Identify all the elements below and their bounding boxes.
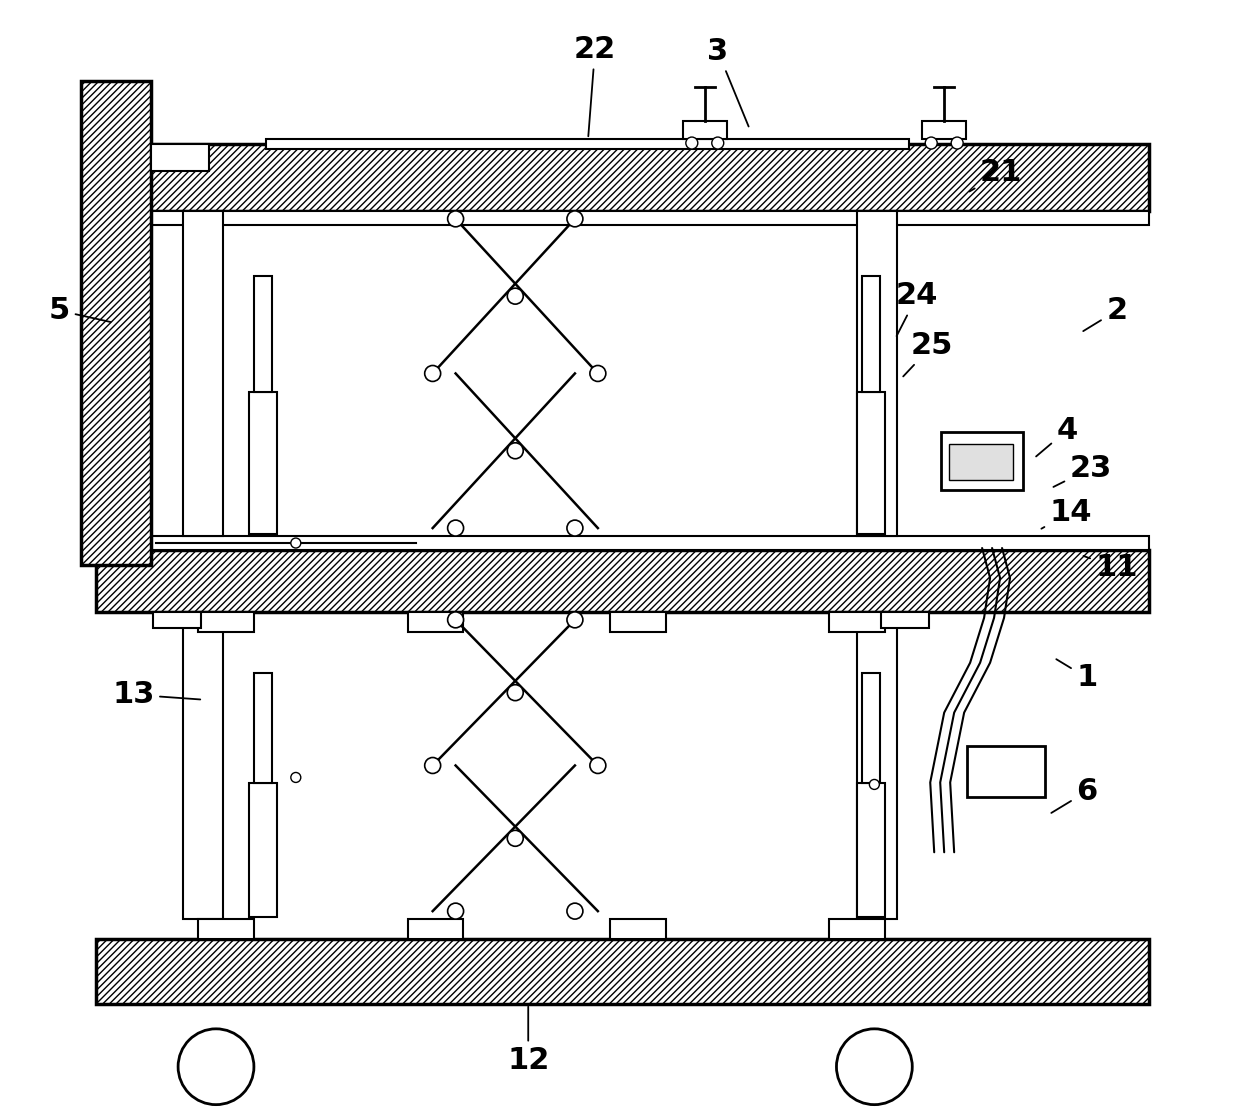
Bar [249,783,277,918]
Circle shape [686,137,698,149]
Bar [97,210,1148,225]
Bar [184,210,223,536]
Bar [923,121,966,139]
Circle shape [567,903,583,919]
Bar [82,82,151,565]
Bar [941,432,1023,490]
Bar [198,919,254,939]
Circle shape [567,520,583,536]
Bar [254,673,272,783]
Circle shape [507,685,523,700]
Circle shape [590,366,606,382]
Bar [683,121,727,139]
Bar [862,275,880,392]
Circle shape [424,366,440,382]
Text: 6: 6 [1052,777,1097,812]
Text: 5: 5 [48,297,110,326]
Bar [154,612,201,628]
Circle shape [567,210,583,227]
Text: 1: 1 [1056,659,1097,693]
Bar [862,673,880,783]
Text: 25: 25 [903,331,954,376]
Bar [408,919,464,939]
Circle shape [507,289,523,304]
Bar [882,612,929,628]
Bar [857,612,898,919]
Bar [97,551,1148,612]
Text: 2: 2 [1084,297,1127,331]
Text: 4: 4 [1037,416,1078,457]
Circle shape [712,137,724,149]
Bar [265,139,909,149]
Bar [97,536,1148,551]
Circle shape [179,1028,254,1104]
Circle shape [448,612,464,628]
Circle shape [291,538,301,548]
Circle shape [567,612,583,628]
Circle shape [507,830,523,846]
Text: 24: 24 [897,281,939,336]
Bar [830,612,885,632]
Bar [184,612,223,919]
Circle shape [291,772,301,782]
Bar [610,612,666,632]
Text: 14: 14 [1042,498,1092,528]
Bar [254,275,272,392]
Circle shape [448,210,464,227]
Text: 22: 22 [574,35,616,137]
Text: 12: 12 [507,1007,549,1075]
Bar [198,612,254,632]
Bar [408,612,464,632]
Circle shape [925,137,937,149]
Circle shape [448,903,464,919]
Bar [967,745,1045,798]
Bar [857,210,898,536]
Bar [97,939,1148,1004]
Circle shape [448,520,464,536]
Bar [830,919,885,939]
Circle shape [869,780,879,789]
Bar [949,444,1013,480]
Circle shape [507,443,523,459]
Circle shape [424,758,440,773]
Text: 23: 23 [1054,453,1112,487]
Bar [97,144,1148,210]
Bar [249,392,277,534]
Text: 11: 11 [1084,554,1138,583]
Bar [857,783,885,918]
Bar [857,392,885,534]
Text: 21: 21 [970,159,1022,191]
Bar [151,144,210,171]
Text: 13: 13 [112,680,201,709]
Circle shape [590,758,606,773]
Circle shape [951,137,963,149]
Bar [610,919,666,939]
Circle shape [837,1028,913,1104]
Text: 3: 3 [707,37,749,126]
